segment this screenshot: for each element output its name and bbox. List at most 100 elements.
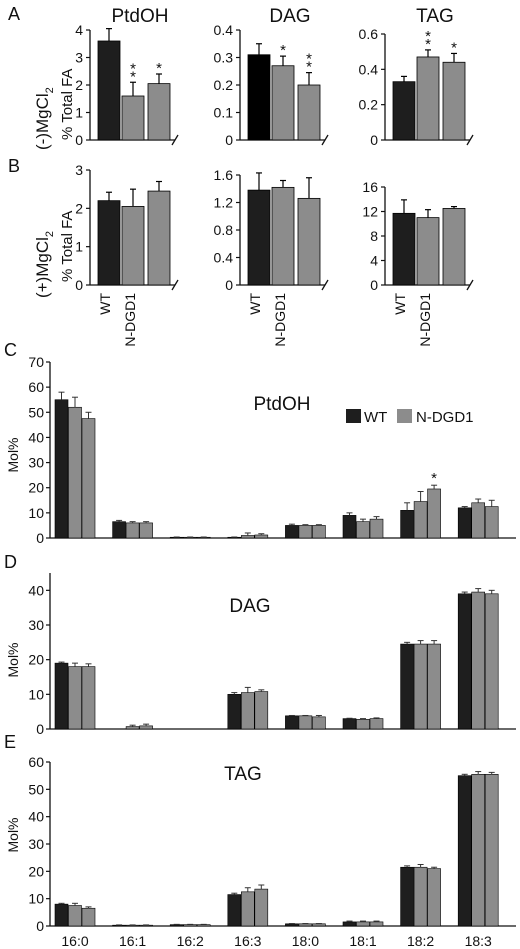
bar-C: [241, 535, 255, 539]
svg-text:(+)MgCl2: (+)MgCl2: [33, 231, 56, 298]
bar-E: [400, 866, 414, 927]
bar-B-dag: [271, 186, 295, 286]
chart-title-C: PtdOH: [253, 394, 310, 415]
row-a-label-text: (-)MgCl: [33, 93, 52, 150]
bar-B-tag: [392, 212, 416, 286]
bar-A-dag: [297, 84, 321, 141]
bar-E: [241, 891, 255, 927]
panel-label-e: E: [4, 732, 16, 752]
y-tick-label-B-ptdoh: 3: [75, 162, 83, 178]
bar-C: [471, 502, 486, 539]
bar-E: [285, 923, 299, 927]
bar-B-ptdoh: [147, 190, 171, 286]
y-tick-label-B-dag: 1.2: [214, 195, 234, 211]
bar-E: [457, 775, 472, 927]
significance-star-A-dag: *: [306, 51, 312, 68]
y-tick-label-E: 40: [28, 809, 44, 825]
x-tick-label-ndgd1-B-dag: N-DGD1: [272, 293, 288, 347]
y-tick-label-D: 10: [28, 686, 44, 702]
bar-D: [312, 716, 326, 730]
bar-E: [427, 868, 441, 927]
row-b-label-text: (+)MgCl: [33, 237, 52, 298]
bar-E: [54, 903, 69, 927]
y-tick-label-C: 60: [28, 379, 44, 395]
chart-title-D: DAG: [229, 596, 270, 617]
bar-B-ptdoh: [97, 200, 121, 286]
bar-C: [139, 522, 153, 539]
y-tick-label-C: 0: [36, 530, 44, 546]
axis-break-A-dag: [321, 134, 329, 146]
bar-D: [471, 591, 486, 730]
bar-B-dag: [247, 189, 271, 286]
bar-E: [484, 773, 499, 927]
bar-D: [413, 643, 428, 730]
bar-D: [427, 643, 441, 730]
legend-swatch-wt: [346, 409, 361, 423]
x-tick-label-E: 16:2: [177, 933, 204, 949]
y-tick-label-C: 10: [28, 505, 44, 521]
significance-star-A-ptdoh: *: [130, 68, 136, 85]
bar-E: [471, 773, 486, 927]
bar-D: [285, 715, 299, 730]
x-tick-label-E: 16:3: [234, 933, 261, 949]
y-tick-label-B-ptdoh: 0: [75, 277, 83, 293]
bar-C: [312, 525, 326, 539]
y-tick-label-D: 0: [36, 721, 44, 737]
axis-break-B-tag: [466, 279, 474, 291]
y-tick-label-A-ptdoh: 4: [75, 22, 83, 38]
y-tick-label-A-tag: 0.2: [359, 97, 379, 113]
axis-break-B-ptdoh: [171, 279, 179, 291]
bar-C: [427, 488, 441, 539]
axis-break-B-dag: [321, 279, 329, 291]
legend-label-wt: WT: [364, 409, 387, 426]
chart-title-E: TAG: [224, 764, 262, 785]
bar-C: [342, 515, 357, 539]
bar-A-dag: [271, 65, 295, 141]
y-axis-label-C: Mol%: [5, 437, 21, 472]
y-tick-label-D: 40: [28, 582, 44, 598]
bar-D: [241, 692, 255, 730]
bar-E: [298, 923, 313, 927]
y-tick-label-A-dag: 0.1: [214, 105, 234, 121]
ylabel-total-a: % Total FA: [59, 69, 76, 140]
bar-D: [457, 593, 472, 730]
bar-C: [254, 534, 269, 539]
x-tick-label-E: 18:1: [349, 933, 376, 949]
bar-C: [54, 399, 69, 539]
bar-C: [68, 406, 82, 539]
y-tick-label-B-ptdoh: 2: [75, 200, 83, 216]
panel-label-a: A: [8, 4, 20, 24]
bar-A-dag: [247, 54, 271, 141]
y-tick-label-B-tag: 4: [370, 253, 378, 269]
bar-E: [68, 905, 82, 927]
y-tick-label-B-tag: 16: [362, 179, 378, 195]
bar-E: [312, 923, 326, 927]
bar-C: [369, 518, 384, 539]
significance-star-C: *: [431, 470, 437, 487]
bar-D: [369, 718, 384, 730]
y-tick-label-A-ptdoh: 2: [75, 77, 83, 93]
y-tick-label-A-ptdoh: 3: [75, 50, 83, 66]
significance-star-A-ptdoh: *: [130, 60, 136, 77]
bar-A-ptdoh: [147, 83, 171, 141]
x-tick-label-wt-B-dag: WT: [247, 293, 263, 315]
bar-C: [81, 418, 96, 539]
y-tick-label-C: 20: [28, 480, 44, 496]
bar-B-dag: [297, 197, 321, 286]
x-tick-label-E: 18:0: [292, 933, 319, 949]
y-tick-label-D: 20: [28, 652, 44, 668]
y-tick-label-A-dag: 0.4: [214, 22, 234, 38]
bar-A-tag: [392, 81, 416, 141]
chart-title-A-tag: TAG: [416, 6, 454, 27]
bar-A-ptdoh: [97, 40, 121, 141]
y-tick-label-A-tag: 0.4: [359, 61, 379, 77]
row-a-subscript: 2: [44, 87, 56, 93]
x-tick-label-wt-B-ptdoh: WT: [97, 293, 113, 315]
bar-E: [254, 888, 269, 927]
significance-star-A-dag: *: [280, 42, 286, 59]
bar-D: [54, 662, 69, 730]
y-tick-label-A-dag: 0.3: [214, 50, 234, 66]
x-tick-label-E: 16:1: [119, 933, 146, 949]
legend-label-ndgd1: N-DGD1: [416, 409, 474, 426]
